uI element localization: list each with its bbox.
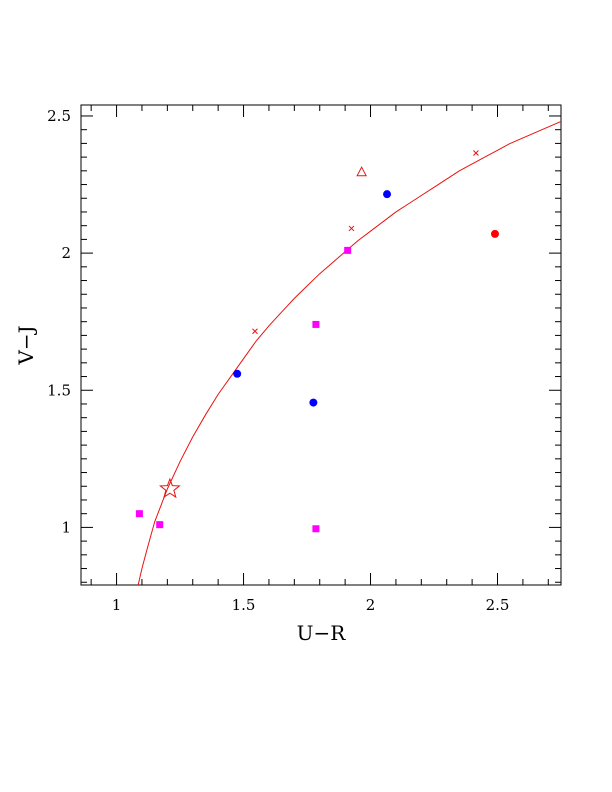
- curve-cross-marker: [252, 328, 258, 335]
- y-tick-label: 1: [61, 518, 71, 536]
- data-points: [135, 166, 499, 533]
- square-point: [135, 510, 143, 518]
- circle-point: [383, 190, 392, 199]
- circle-point: [309, 398, 318, 407]
- y-tick-label: 2: [61, 244, 71, 262]
- x-tick-label: 2.5: [486, 596, 510, 614]
- curve-cross-marker: [473, 150, 479, 156]
- x-tick-label: 1: [112, 596, 122, 614]
- x-axis-ticks: 1 1.5 2 2.5: [90, 105, 549, 614]
- square-point: [312, 320, 320, 328]
- circle-point: [490, 229, 499, 238]
- y-tick-label: 2.5: [47, 107, 71, 125]
- y-tick-label: 1.5: [47, 381, 71, 399]
- curve-cross-marker: [348, 225, 355, 232]
- square-point: [156, 521, 164, 529]
- circle-point: [233, 369, 242, 378]
- triangle-point: [356, 166, 367, 177]
- x-tick-label: 2: [366, 596, 376, 614]
- x-tick-label: 1.5: [232, 596, 256, 614]
- square-point: [312, 525, 320, 533]
- x-axis-title: U−R: [297, 621, 347, 645]
- star-point: [159, 477, 181, 499]
- square-point: [344, 246, 352, 254]
- fit-curve: [137, 121, 561, 585]
- y-axis-ticks: 1 1.5 2 2.5: [47, 107, 561, 583]
- y-axis-title: V−J: [14, 325, 38, 365]
- plot-frame: [80, 104, 562, 586]
- curve-line: [137, 121, 561, 585]
- plot-border: [80, 104, 562, 586]
